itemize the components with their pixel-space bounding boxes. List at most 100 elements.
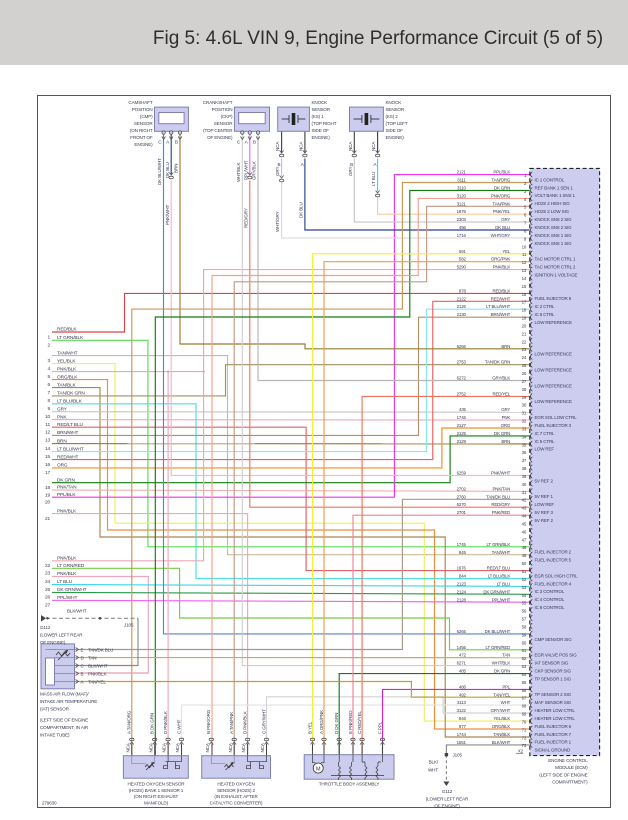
svg-text:2128: 2128 xyxy=(457,597,467,602)
svg-text:RED/YEL: RED/YEL xyxy=(492,391,510,396)
svg-text:C: C xyxy=(158,140,162,145)
svg-text:29: 29 xyxy=(522,395,527,400)
svg-text:MANIFOLD): MANIFOLD) xyxy=(144,801,169,806)
svg-text:FUEL INJECTOR 2: FUEL INJECTOR 2 xyxy=(535,550,572,555)
svg-text:2126: 2126 xyxy=(457,304,467,309)
svg-text:(TOP LEFT: (TOP LEFT xyxy=(386,121,408,126)
svg-text:A: A xyxy=(301,162,305,167)
svg-text:FRONT OF: FRONT OF xyxy=(130,135,153,140)
svg-text:3120: 3120 xyxy=(457,193,467,198)
svg-text:TAN/YEL: TAN/YEL xyxy=(88,679,106,684)
svg-text:(HO2S) BANK 1 SENSOR 1: (HO2S) BANK 1 SENSOR 1 xyxy=(129,788,184,793)
svg-text:PNK/BLK: PNK/BLK xyxy=(88,671,107,676)
svg-text:DK BLU/WHT: DK BLU/WHT xyxy=(157,158,162,185)
svg-text:11: 11 xyxy=(45,422,50,428)
svg-text:F PPL: F PPL xyxy=(377,721,382,734)
svg-text:GRY: GRY xyxy=(348,166,353,176)
svg-text:(ON RIGHT: (ON RIGHT xyxy=(130,128,153,133)
svg-text:21: 21 xyxy=(522,331,527,336)
svg-text:IGNITION 1 VOLTAGE: IGNITION 1 VOLTAGE xyxy=(535,272,578,277)
svg-text:HEATER LOW CTRL: HEATER LOW CTRL xyxy=(535,708,576,713)
svg-text:14: 14 xyxy=(45,446,51,452)
svg-text:LT BLU: LT BLU xyxy=(497,581,511,586)
svg-text:27: 27 xyxy=(522,379,527,384)
svg-text:6271: 6271 xyxy=(457,661,467,666)
svg-text:ENGINE): ENGINE) xyxy=(312,135,331,140)
svg-text:51: 51 xyxy=(522,569,527,574)
svg-text:435: 435 xyxy=(459,407,467,412)
svg-text:KNOCK: KNOCK xyxy=(312,100,329,105)
svg-text:A: A xyxy=(81,679,85,684)
svg-text:BRN: BRN xyxy=(174,164,179,173)
svg-text:BRN/WHT: BRN/WHT xyxy=(491,312,511,317)
svg-text:ORG: ORG xyxy=(501,423,511,428)
svg-text:ENGINE): ENGINE) xyxy=(134,142,153,147)
svg-text:69: 69 xyxy=(522,712,527,717)
svg-text:591: 591 xyxy=(459,249,467,254)
svg-text:PPL/BLK: PPL/BLK xyxy=(57,492,76,498)
svg-text:FUEL INJECTOR 3: FUEL INJECTOR 3 xyxy=(535,423,572,428)
svg-text:32: 32 xyxy=(522,419,527,424)
svg-text:B PNK/ORG: B PNK/ORG xyxy=(206,709,211,734)
svg-text:X2: X2 xyxy=(518,749,524,754)
svg-text:NCA: NCA xyxy=(348,141,353,151)
svg-text:DK GRN/WHT: DK GRN/WHT xyxy=(57,587,87,593)
svg-text:279630: 279630 xyxy=(42,801,57,806)
svg-text:2: 2 xyxy=(524,181,527,186)
svg-text:21: 21 xyxy=(45,516,51,522)
svg-text:EGR SOL HIGH CTRL: EGR SOL HIGH CTRL xyxy=(535,573,578,578)
svg-text:68: 68 xyxy=(522,704,527,709)
svg-text:CRANKSHAFT: CRANKSHAFT xyxy=(203,100,233,105)
svg-text:RED/BLK: RED/BLK xyxy=(492,288,510,293)
svg-text:KNOCK SNS 2 SIG: KNOCK SNS 2 SIG xyxy=(535,225,573,230)
svg-text:G112: G112 xyxy=(442,789,453,794)
svg-text:23: 23 xyxy=(522,347,527,352)
svg-text:2125: 2125 xyxy=(457,431,467,436)
svg-text:(IN EXHAUST, AFTER: (IN EXHAUST, AFTER xyxy=(214,794,258,799)
svg-text:YEL/BLK: YEL/BLK xyxy=(493,716,510,721)
svg-text:PNK/BLK: PNK/BLK xyxy=(57,508,77,514)
svg-text:PNK/TAN: PNK/TAN xyxy=(493,486,511,491)
svg-text:PNK: PNK xyxy=(502,415,511,420)
svg-text:C GRY/WHT: C GRY/WHT xyxy=(261,709,266,734)
svg-text:41: 41 xyxy=(522,490,527,495)
svg-text:A: A xyxy=(245,140,249,145)
svg-text:Fig 5: 4.6L VIN 9, Engine Perf: Fig 5: 4.6L VIN 9, Engine Performance Ci… xyxy=(153,28,603,49)
svg-text:KNOCK SNS 1 SIG: KNOCK SNS 1 SIG xyxy=(535,241,573,246)
svg-text:COMPARTMENT): COMPARTMENT) xyxy=(552,780,588,785)
svg-text:5: 5 xyxy=(524,205,527,210)
svg-text:20: 20 xyxy=(522,324,527,329)
svg-text:LT GRN/BLK: LT GRN/BLK xyxy=(57,335,84,341)
svg-text:13: 13 xyxy=(522,268,527,273)
svg-text:61: 61 xyxy=(522,648,527,653)
svg-text:(LOWER LEFT REAR: (LOWER LEFT REAR xyxy=(426,796,469,801)
svg-text:1876: 1876 xyxy=(457,209,467,214)
svg-text:BLK/WHT: BLK/WHT xyxy=(492,740,511,745)
svg-text:BRN: BRN xyxy=(57,438,67,444)
svg-text:72: 72 xyxy=(522,735,527,740)
svg-text:MODULE (ECM): MODULE (ECM) xyxy=(555,765,588,770)
svg-text:14: 14 xyxy=(522,276,527,281)
svg-text:50: 50 xyxy=(522,561,527,566)
svg-text:MAF SENSOR SIG: MAF SENSOR SIG xyxy=(535,700,572,705)
svg-text:(KS) 1: (KS) 1 xyxy=(312,114,325,119)
svg-text:3: 3 xyxy=(524,189,527,194)
svg-text:NCA: NCA xyxy=(148,742,153,752)
svg-text:VOLT BANK 1 SNS 1: VOLT BANK 1 SNS 1 xyxy=(535,193,576,198)
svg-text:24: 24 xyxy=(45,579,51,585)
svg-text:GRY: GRY xyxy=(501,217,510,222)
svg-text:G112: G112 xyxy=(40,625,51,630)
svg-text:SENSOR (HO2S) 2: SENSOR (HO2S) 2 xyxy=(217,788,255,793)
svg-text:6270: 6270 xyxy=(457,502,467,507)
svg-text:48: 48 xyxy=(522,545,527,550)
svg-text:7: 7 xyxy=(47,390,50,396)
svg-text:45: 45 xyxy=(522,522,527,527)
svg-text:57: 57 xyxy=(522,617,527,622)
svg-text:7: 7 xyxy=(524,221,527,226)
svg-text:8: 8 xyxy=(524,228,527,233)
svg-text:TAC MOTOR CTRL 2: TAC MOTOR CTRL 2 xyxy=(535,265,576,270)
svg-text:55: 55 xyxy=(522,601,527,606)
svg-text:9: 9 xyxy=(47,406,50,412)
svg-text:PPL/WHT: PPL/WHT xyxy=(57,595,77,601)
svg-text:PPL/WHT: PPL/WHT xyxy=(243,160,248,180)
